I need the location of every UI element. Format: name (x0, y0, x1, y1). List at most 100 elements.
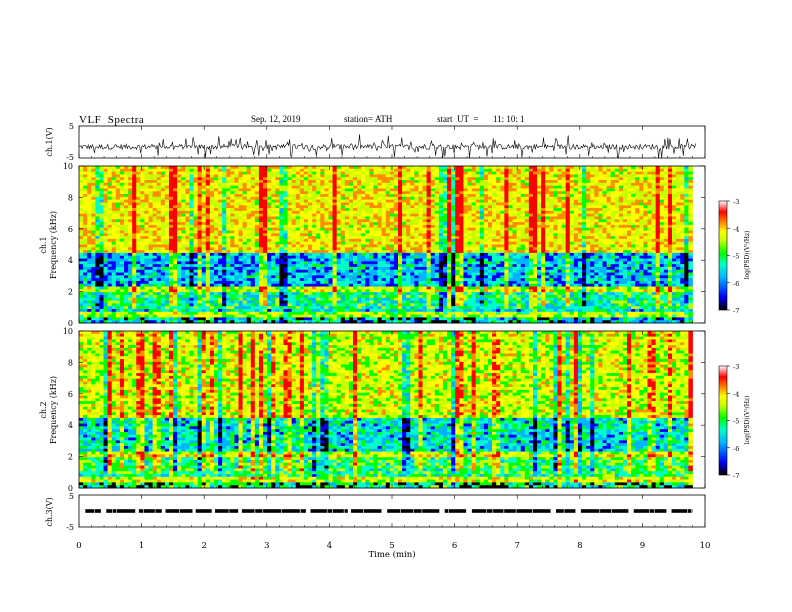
spectrogram-cell (267, 303, 272, 307)
spectrogram-cell (336, 171, 342, 175)
spectrogram-cell (291, 174, 297, 178)
spectrogram-cell (156, 317, 162, 321)
spectrogram-cell (230, 177, 235, 181)
spectrogram-cell (213, 185, 219, 189)
spectrogram-cell (377, 300, 383, 304)
spectrogram-cell (303, 255, 309, 259)
spectrogram-cell (160, 180, 166, 184)
spectrogram-cell (205, 236, 211, 240)
spectrogram-cell (111, 227, 117, 231)
spectrogram-cell (389, 196, 395, 201)
spectrogram-cell (263, 182, 268, 187)
spectrogram-cell (218, 177, 223, 181)
spectrogram-cell (99, 280, 104, 285)
spectrogram-cell (320, 286, 325, 290)
spectrogram-cell (299, 278, 305, 282)
spectrogram-cell (222, 294, 227, 299)
spectrogram-cell (185, 258, 190, 262)
spectrogram-cell (242, 213, 248, 217)
spectrogram-cell (103, 320, 109, 324)
spectrogram-cell (320, 261, 325, 265)
spectrogram-cell (250, 292, 256, 296)
spectrogram-cell (246, 264, 252, 268)
spectrogram-cell (111, 272, 117, 276)
spectrogram-cell (312, 171, 317, 175)
spectrogram-cell (123, 168, 129, 172)
spectrogram-cell (373, 188, 378, 192)
spectrogram-cell (218, 308, 223, 313)
spectrogram-cell (164, 306, 170, 310)
spectrogram-cell (197, 236, 203, 240)
spectrogram-cell (365, 208, 370, 212)
spectrogram-cell (434, 266, 440, 271)
spectrogram-cell (148, 261, 154, 265)
spectrogram-cell (389, 294, 395, 299)
spectrogram-cell (258, 286, 264, 290)
spectrogram-cell (377, 244, 383, 248)
spectrogram-cell (140, 236, 145, 240)
spectrogram-cell (361, 250, 366, 254)
spectrogram-cell (128, 308, 133, 313)
spectrogram-cell (348, 202, 354, 206)
spectrogram-cell (308, 264, 313, 268)
spectrogram-cell (279, 188, 284, 192)
spectrogram-cell (312, 222, 317, 226)
spectrogram-cell (385, 289, 391, 293)
spectrogram-cell (91, 191, 96, 195)
spectrogram-cell (95, 230, 100, 234)
spectrogram-cell (402, 222, 407, 226)
spectrogram-cell (406, 286, 411, 290)
spectrogram-cell (189, 269, 194, 273)
spectrogram-cell (267, 275, 272, 279)
spectrogram-cell (128, 182, 133, 187)
spectrogram-cell (226, 269, 231, 273)
spectrogram-cell (430, 306, 436, 310)
spectrogram-cell (83, 261, 88, 265)
spectrogram-cell (181, 233, 186, 237)
spectrogram-cell (168, 205, 174, 209)
spectrogram-cell (357, 238, 362, 243)
spectrogram-cell (226, 168, 231, 172)
spectrogram-cell (238, 171, 243, 175)
spectrogram-cell (152, 227, 158, 231)
spectrogram-cell (185, 303, 190, 307)
spectrogram-cell (132, 185, 137, 189)
spectrogram-cell (299, 185, 305, 189)
spectrogram-cell (197, 180, 203, 184)
spectrogram-cell (426, 264, 432, 268)
spectrogram-cell (430, 166, 436, 170)
spectrogram-cell (353, 213, 358, 217)
spectrogram-cell (242, 166, 248, 170)
spectrogram-cell (332, 238, 338, 243)
spectrogram-cell (393, 303, 399, 307)
spectrogram-cell (123, 199, 129, 203)
spectrogram-cell (263, 180, 268, 184)
spectrogram-cell (275, 202, 280, 206)
spectrogram-cell (107, 275, 113, 279)
spectrogram-cell (303, 317, 309, 321)
spectrogram-cell (111, 292, 117, 296)
spectrogram-cell (389, 269, 395, 273)
spectrogram-cell (164, 185, 170, 189)
spectrogram-cell (226, 233, 231, 237)
spectrogram-cell (201, 297, 207, 301)
spectrogram-cell (418, 216, 423, 220)
spectrogram-cell (152, 275, 158, 279)
spectrogram-cell (140, 188, 145, 192)
spectrogram-cell (308, 294, 313, 299)
spectrogram-cell (402, 261, 407, 265)
spectrogram-cell (222, 185, 227, 189)
spectrogram-cell (95, 222, 100, 226)
spectrogram-cell (193, 303, 199, 307)
spectrogram-cell (414, 222, 419, 226)
spectrogram-cell (95, 227, 100, 231)
spectrogram-cell (361, 196, 366, 201)
spectrogram-cell (193, 230, 199, 234)
spectrogram-cell (164, 317, 170, 321)
spectrogram-cell (295, 171, 301, 175)
spectrogram-cell (295, 224, 301, 229)
spectrogram-cell (164, 238, 170, 243)
spectrogram-cell (115, 208, 121, 212)
spectrogram-cell (226, 311, 231, 315)
spectrogram-cell (385, 275, 391, 279)
